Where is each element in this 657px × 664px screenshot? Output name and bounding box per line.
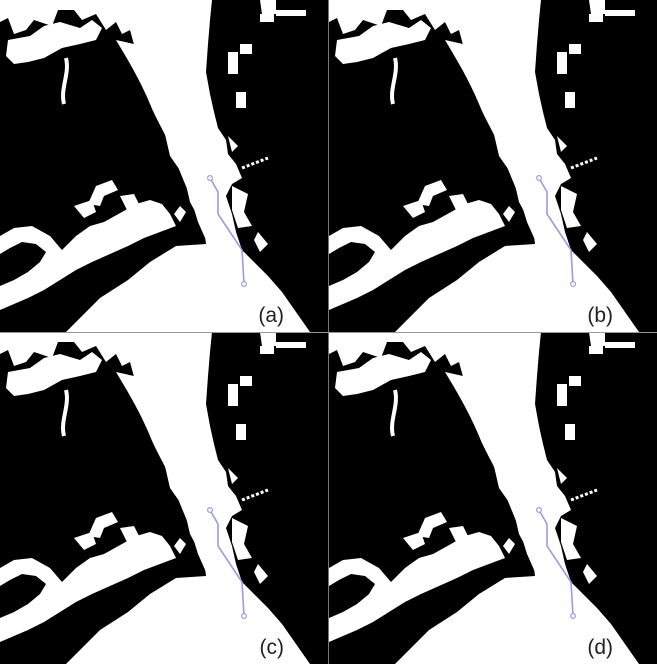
map-panel-b: (b) xyxy=(329,0,657,332)
horizontal-divider xyxy=(0,332,657,333)
map-panel-d: (d) xyxy=(329,332,657,664)
harbor-map-a xyxy=(0,0,328,332)
harbor-map-d xyxy=(329,332,657,664)
panel-label-b: (b) xyxy=(587,304,613,327)
harbor-map-c xyxy=(0,332,328,664)
panel-label-d: (d) xyxy=(587,636,613,659)
map-panel-a: (a) xyxy=(0,0,328,332)
panel-label-a: (a) xyxy=(258,304,284,327)
harbor-map-b xyxy=(329,0,657,332)
panel-label-c: (c) xyxy=(259,636,285,659)
map-panel-c: (c) xyxy=(0,332,328,664)
